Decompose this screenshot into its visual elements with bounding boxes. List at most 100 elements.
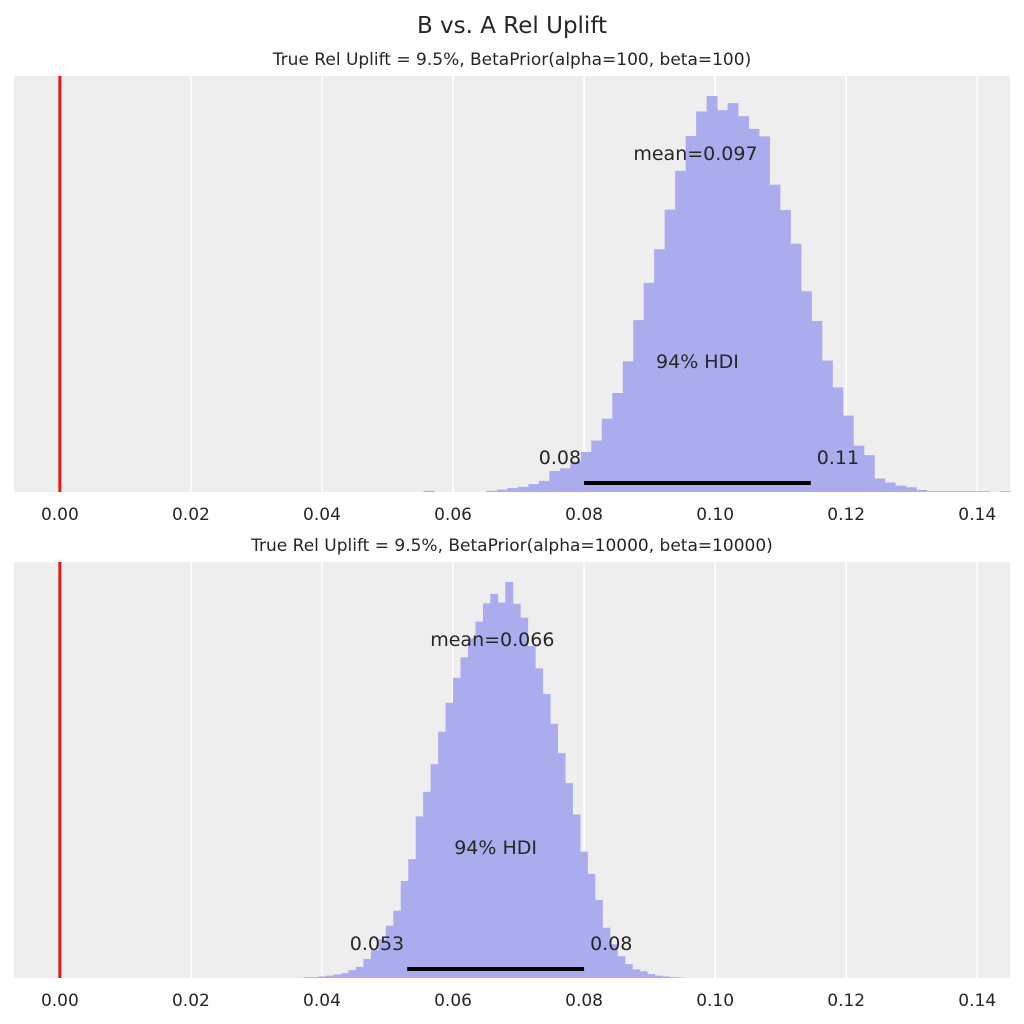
histogram-bar (769, 184, 781, 493)
histogram-bar (602, 927, 611, 978)
mean-label: mean=0.066 (430, 629, 554, 651)
hdi-low-label: 0.053 (350, 933, 404, 955)
histogram-bar (580, 452, 592, 492)
histogram-bar (675, 170, 687, 492)
hdi-high-label: 0.11 (817, 447, 859, 469)
histogram-bar (832, 387, 844, 492)
histogram-bar (430, 764, 439, 978)
histogram-bar (979, 491, 991, 492)
histogram-bar (591, 440, 603, 492)
histogram-bar (696, 111, 708, 492)
x-tick-label: 0.04 (303, 505, 341, 525)
histogram-bar (947, 491, 959, 492)
histogram-bar (528, 484, 540, 492)
x-tick-label: 0.08 (565, 505, 603, 525)
histogram-bar (662, 976, 671, 978)
histogram-bar (378, 939, 387, 978)
histogram-bar (565, 783, 573, 978)
x-tick-label: 0.02 (172, 991, 210, 1011)
hdi-high-label: 0.08 (590, 933, 632, 955)
histogram-bar (706, 96, 718, 492)
histogram-bar (654, 249, 666, 492)
histogram-bar (348, 970, 357, 978)
histogram-bar (916, 490, 928, 492)
histogram-bar (550, 723, 559, 978)
histogram-bar (863, 455, 875, 492)
histogram-bar (423, 791, 432, 978)
histogram-bar (624, 964, 633, 978)
histogram-bar (496, 489, 508, 492)
histogram-bar (355, 966, 364, 978)
x-tick-label: 0.12 (827, 505, 865, 525)
histogram-bar (926, 491, 938, 492)
histogram-bar (486, 490, 498, 492)
histogram-bar (759, 136, 770, 492)
x-tick-label: 0.14 (958, 505, 996, 525)
histogram-bar (408, 859, 417, 978)
histogram-bar (958, 491, 970, 492)
histogram-bar (385, 925, 394, 978)
panel-title: True Rel Uplift = 9.5%, BetaPrior(alpha=… (250, 536, 773, 556)
histogram-bar (333, 974, 342, 978)
panel-title: True Rel Uplift = 9.5%, BetaPrior(alpha=… (272, 50, 751, 70)
histogram-bar (507, 488, 519, 492)
histogram-bar (738, 116, 749, 493)
histogram-bar (400, 880, 409, 978)
histogram-bar (557, 753, 566, 978)
histogram-bar (460, 657, 469, 978)
x-tick-label: 0.02 (172, 505, 210, 525)
histogram-bar (559, 468, 571, 492)
histogram-bar (370, 950, 379, 978)
histogram-bar (415, 816, 424, 978)
histogram-bar (685, 135, 697, 492)
histogram-bar (639, 971, 648, 978)
histogram-bar (580, 851, 588, 978)
histogram-bar (821, 360, 833, 492)
histogram-bar (669, 977, 678, 978)
histogram-bar (842, 415, 854, 492)
x-tick-label: 0.14 (958, 991, 996, 1011)
x-tick-label: 0.06 (434, 991, 472, 1011)
histogram-bar (490, 593, 499, 978)
histogram-bar (453, 677, 461, 978)
histogram-bar (587, 873, 596, 978)
x-tick-label: 0.10 (696, 505, 734, 525)
histogram-bar (790, 243, 802, 492)
histogram-bar (527, 646, 536, 978)
histogram-bar (303, 977, 312, 978)
histogram-bar (363, 958, 372, 978)
figure-title: B vs. A Rel Uplift (417, 13, 607, 39)
histogram-bar (318, 976, 327, 978)
x-tick-label: 0.04 (303, 991, 341, 1011)
histogram-bar (326, 975, 334, 978)
histogram-bar (632, 969, 641, 978)
x-tick-label: 0.10 (696, 991, 734, 1011)
histogram-bar (622, 361, 634, 492)
histogram-bar (438, 731, 446, 978)
histogram-bar (617, 956, 626, 978)
histogram-bar (905, 487, 917, 492)
histogram-bar (482, 603, 491, 978)
histogram-bar (800, 291, 812, 492)
histogram-bar (570, 461, 582, 492)
histogram-bar (874, 478, 886, 492)
histogram-bar (647, 974, 656, 978)
histogram-bar (445, 702, 454, 978)
histogram-bar (717, 110, 728, 493)
plot-area (14, 76, 1010, 492)
hdi-label: 94% HDI (454, 837, 537, 859)
histogram-bar (654, 975, 663, 978)
histogram-bar (311, 977, 319, 978)
histogram-bar (549, 471, 561, 492)
histogram-bar (968, 491, 980, 492)
histogram-bar (535, 668, 544, 978)
histogram-bar (475, 621, 484, 978)
histogram-panel-top: True Rel Uplift = 9.5%, BetaPrior(alpha=… (14, 50, 1012, 525)
x-tick-label: 0.12 (827, 991, 865, 1011)
x-tick-label: 0.00 (41, 505, 79, 525)
histogram-bar (633, 320, 645, 492)
x-tick-label: 0.08 (565, 991, 603, 1011)
histogram-bar (780, 210, 791, 492)
histogram-bar (609, 944, 618, 978)
